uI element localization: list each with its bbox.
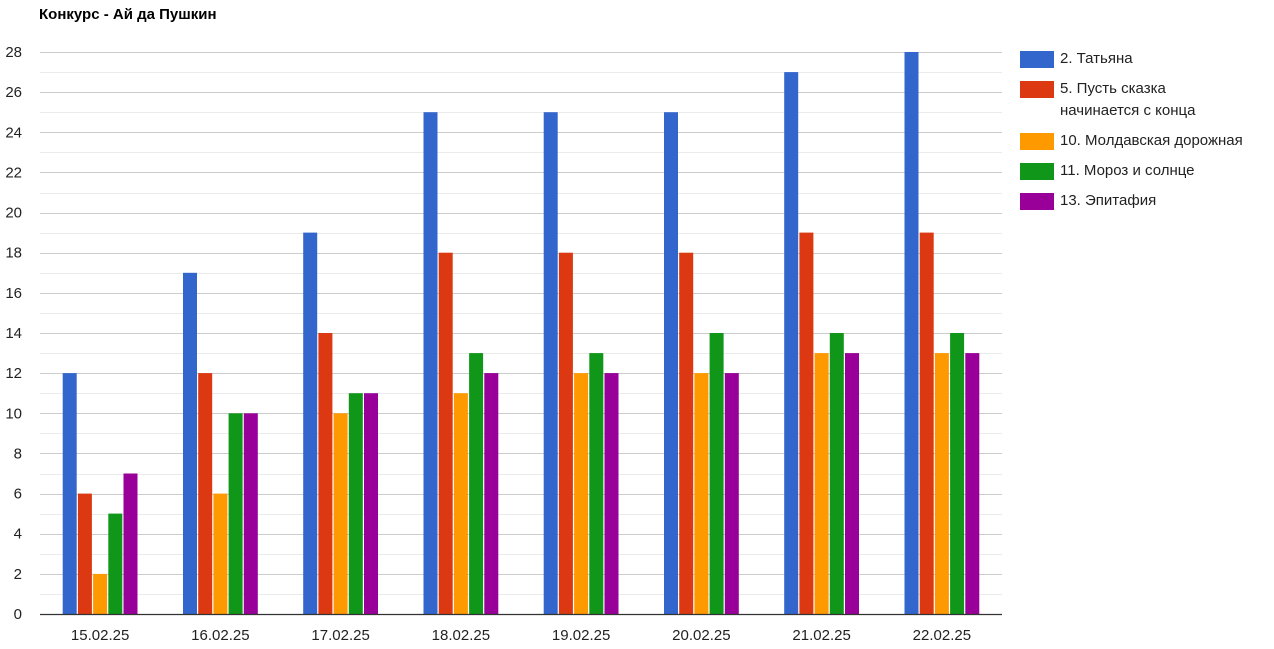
- bar[interactable]: [558, 252, 573, 614]
- bar[interactable]: [904, 52, 919, 614]
- bar[interactable]: [589, 353, 604, 614]
- legend-swatch: [1020, 163, 1054, 180]
- x-axis-ticks: 15.02.25 16.02.25 17.02.25 18.02.25 19.02.25…: [71, 627, 971, 644]
- bar[interactable]: [574, 373, 589, 614]
- y-tick-label: 2: [14, 566, 22, 583]
- y-tick-label: 8: [14, 445, 22, 462]
- bar[interactable]: [845, 353, 859, 614]
- bars: [62, 52, 980, 615]
- bar[interactable]: [709, 333, 724, 614]
- y-tick-label: 28: [5, 44, 22, 61]
- y-tick-label: 12: [5, 365, 22, 382]
- legend-swatch: [1020, 81, 1054, 98]
- bar[interactable]: [694, 373, 709, 614]
- bar[interactable]: [423, 112, 438, 614]
- y-tick-label: 10: [5, 405, 22, 422]
- legend-label: 2. Татьяна: [1060, 50, 1133, 67]
- y-tick-label: 18: [5, 245, 22, 262]
- bar[interactable]: [198, 373, 213, 614]
- bar[interactable]: [784, 72, 799, 615]
- bar[interactable]: [333, 413, 348, 614]
- x-tick-label: 20.02.25: [672, 627, 730, 644]
- legend-label: 10. Молдавская дорожная: [1060, 132, 1243, 149]
- legend-swatch: [1020, 133, 1054, 150]
- bar[interactable]: [604, 373, 619, 614]
- legend-item[interactable]: 2. Татьяна: [1020, 48, 1274, 70]
- bar[interactable]: [77, 493, 92, 614]
- bar[interactable]: [123, 473, 138, 615]
- y-tick-label: 22: [5, 164, 22, 181]
- x-tick-label: 19.02.25: [552, 627, 610, 644]
- y-tick-label: 16: [5, 285, 22, 302]
- bar[interactable]: [965, 353, 980, 614]
- legend-swatch: [1020, 51, 1054, 68]
- bar[interactable]: [183, 272, 197, 614]
- bar[interactable]: [243, 413, 258, 614]
- x-tick-label: 16.02.25: [191, 627, 249, 644]
- x-tick-label: 22.02.25: [913, 627, 971, 644]
- x-tick-label: 17.02.25: [311, 627, 369, 644]
- bar[interactable]: [453, 393, 468, 614]
- legend-label: 5. Пусть сказка начинается с конца: [1060, 80, 1196, 119]
- bar[interactable]: [814, 353, 829, 614]
- bar[interactable]: [318, 333, 333, 614]
- bar[interactable]: [62, 373, 77, 614]
- y-tick-label: 26: [5, 84, 22, 101]
- chart-title: Конкурс - Ай да Пушкин: [39, 6, 217, 23]
- legend-label: 11. Мороз и солнце: [1060, 162, 1195, 179]
- bar[interactable]: [934, 353, 949, 614]
- x-tick-label: 15.02.25: [71, 627, 129, 644]
- legend-item[interactable]: 5. Пусть сказка начинается с конца: [1020, 78, 1274, 122]
- legend-item[interactable]: 13. Эпитафия: [1020, 190, 1274, 212]
- legend-label: 13. Эпитафия: [1060, 192, 1157, 209]
- bar[interactable]: [438, 252, 453, 614]
- bar[interactable]: [724, 373, 739, 614]
- y-tick-label: 4: [14, 526, 22, 543]
- bar[interactable]: [348, 393, 363, 614]
- x-tick-label: 21.02.25: [792, 627, 850, 644]
- legend-item[interactable]: 10. Молдавская дорожная: [1020, 130, 1274, 152]
- bar[interactable]: [93, 573, 108, 614]
- legend: 2. Татьяна 5. Пусть сказка начинается с к…: [1020, 48, 1274, 220]
- y-tick-label: 20: [5, 205, 22, 222]
- bar[interactable]: [543, 112, 558, 614]
- y-tick-label: 14: [5, 325, 22, 342]
- bar[interactable]: [108, 513, 123, 614]
- bar[interactable]: [484, 373, 499, 614]
- bar[interactable]: [679, 252, 694, 614]
- bar[interactable]: [213, 493, 228, 614]
- y-tick-label: 0: [14, 606, 22, 623]
- bar[interactable]: [664, 112, 678, 614]
- legend-swatch: [1020, 193, 1054, 210]
- y-tick-label: 6: [14, 486, 22, 503]
- x-tick-label: 18.02.25: [432, 627, 490, 644]
- bar[interactable]: [469, 353, 484, 614]
- legend-item[interactable]: 11. Мороз и солнце: [1020, 160, 1274, 182]
- bar[interactable]: [950, 333, 965, 614]
- bar[interactable]: [829, 333, 844, 614]
- bar[interactable]: [364, 393, 378, 614]
- bar[interactable]: [799, 232, 814, 614]
- y-tick-label: 24: [5, 124, 22, 141]
- bar[interactable]: [919, 232, 934, 614]
- bar[interactable]: [303, 232, 318, 614]
- bar[interactable]: [228, 413, 243, 614]
